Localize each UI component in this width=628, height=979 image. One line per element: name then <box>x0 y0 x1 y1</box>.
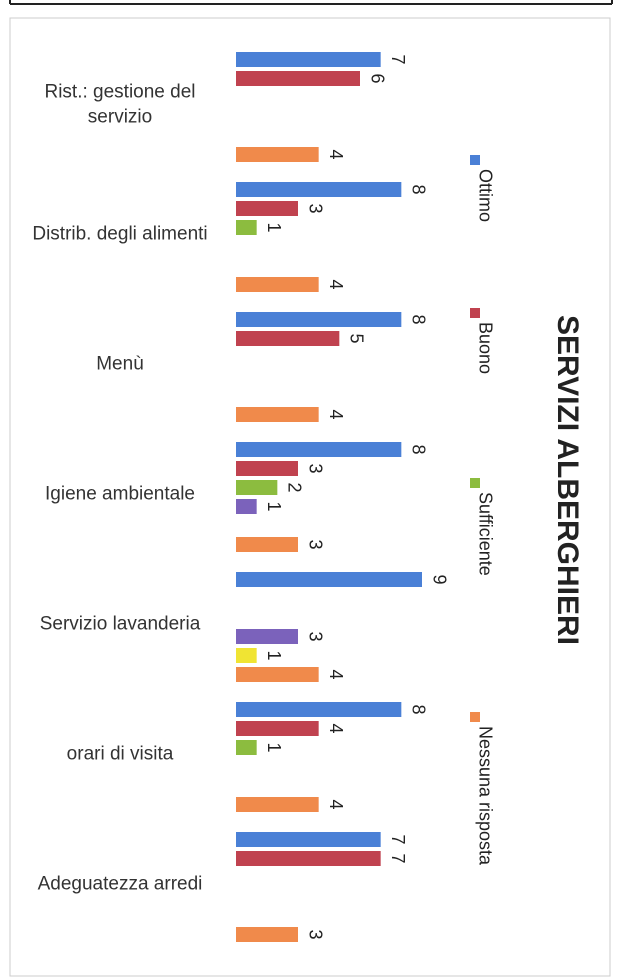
bar <box>236 331 340 346</box>
bar <box>236 721 319 736</box>
bar <box>236 220 257 235</box>
data-label: 8 <box>409 314 429 324</box>
data-label: 5 <box>347 333 367 343</box>
bar <box>236 182 402 197</box>
category-label: orari di visita <box>66 743 174 765</box>
legend-swatch <box>470 478 480 488</box>
data-label: 4 <box>326 723 346 733</box>
bar <box>236 499 257 514</box>
bar <box>236 461 298 476</box>
data-label: 4 <box>326 279 346 289</box>
category-label: Servizio lavanderia <box>39 613 201 635</box>
bar <box>236 312 402 327</box>
bar <box>236 629 298 644</box>
category-label: Rist.: gestione del servizio <box>44 81 196 127</box>
data-label: 6 <box>367 73 387 83</box>
data-label: 7 <box>388 834 408 844</box>
bar <box>236 832 381 847</box>
data-label: 1 <box>264 501 284 511</box>
data-label: 4 <box>326 409 346 419</box>
bar <box>236 572 422 587</box>
legend-label: Nessuna risposta <box>475 726 495 866</box>
data-label: 2 <box>285 482 305 492</box>
bar <box>236 442 402 457</box>
data-label: 3 <box>305 463 325 473</box>
legend-swatch <box>470 155 480 165</box>
legend-label: Buono <box>475 322 495 374</box>
data-label: 8 <box>409 704 429 714</box>
bar <box>236 740 257 755</box>
legend-label: Ottimo <box>475 169 495 222</box>
data-label: 3 <box>305 631 325 641</box>
bar <box>236 201 298 216</box>
legend-swatch <box>470 712 480 722</box>
bar <box>236 407 319 422</box>
bar <box>236 667 319 682</box>
bar <box>236 480 278 495</box>
category-label: Igiene ambientale <box>45 483 195 505</box>
legend-label: Sufficiente <box>475 492 495 576</box>
data-label: 1 <box>264 742 284 752</box>
data-label: 9 <box>429 574 449 584</box>
data-label: 7 <box>388 54 408 64</box>
data-label: 7 <box>388 853 408 863</box>
category-label: Distrib. degli alimenti <box>32 223 208 245</box>
bar <box>236 537 298 552</box>
chart-title: SERVIZI ALBERGHIERI <box>551 315 584 645</box>
category-label: Adeguatezza arredi <box>37 873 203 895</box>
data-label: 3 <box>305 929 325 939</box>
data-label: 3 <box>305 539 325 549</box>
chart-border <box>9 17 611 977</box>
data-label: 1 <box>264 650 284 660</box>
bar <box>236 277 319 292</box>
data-label: 4 <box>326 799 346 809</box>
data-label: 4 <box>326 149 346 159</box>
data-label: 8 <box>409 444 429 454</box>
bar <box>236 147 319 162</box>
category-label: Menù <box>96 353 144 375</box>
bar <box>236 927 298 942</box>
bar <box>236 648 257 663</box>
data-label: 1 <box>264 222 284 232</box>
data-label: 8 <box>409 184 429 194</box>
bar <box>236 797 319 812</box>
legend-swatch <box>470 308 480 318</box>
bar <box>236 851 381 866</box>
bar <box>236 702 402 717</box>
bar <box>236 71 360 86</box>
data-label: 3 <box>305 203 325 213</box>
bar <box>236 52 381 67</box>
data-label: 4 <box>326 669 346 679</box>
